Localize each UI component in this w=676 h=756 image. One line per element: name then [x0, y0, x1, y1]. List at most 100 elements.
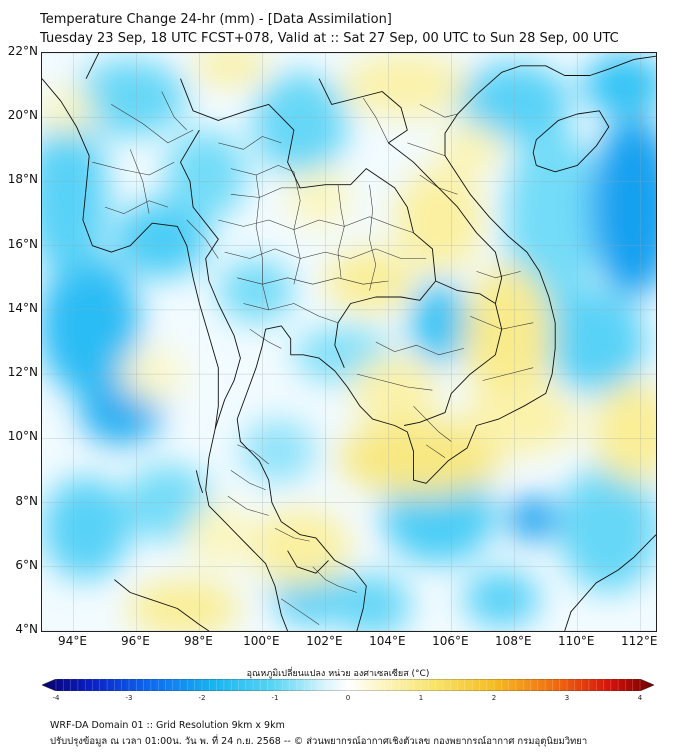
colorbar-tick-label: -4: [52, 694, 60, 702]
province-boundary-16: [312, 566, 357, 593]
province-boundary-15: [274, 527, 310, 542]
province-boundary-9: [255, 174, 269, 310]
field-blob-38: [438, 123, 502, 176]
country-border-1: [318, 78, 503, 426]
lon-tick-label: 94°E: [58, 634, 87, 648]
coastline-3: [564, 534, 656, 631]
province-boundary-31: [104, 200, 168, 214]
field-blob-3: [114, 200, 209, 278]
colorbar-tick-label: 1: [418, 694, 424, 702]
field-blob-10: [504, 123, 600, 317]
field-blob-0: [42, 255, 140, 397]
lat-tick-label: 18°N: [7, 172, 38, 187]
lat-tick-label: 8°N: [15, 493, 38, 508]
coastline-0: [42, 78, 289, 631]
province-boundary-28: [482, 367, 534, 381]
province-boundary-34: [186, 219, 219, 259]
country-border-4: [180, 129, 241, 429]
field-blob-37: [42, 88, 96, 134]
colorbar-tick-label: -2: [198, 694, 206, 702]
field-blob-11: [589, 117, 656, 298]
footer-update-note: ปรับปรุงข้อมูล ณ เวลา 01:00น. วัน พ. ที่…: [50, 736, 588, 747]
field-blob-32: [463, 383, 578, 455]
province-boundary-21: [425, 444, 446, 458]
colorbar-tick-label: -3: [125, 694, 133, 702]
province-boundary-20: [413, 406, 452, 442]
province-boundary-26: [476, 271, 521, 279]
field-blob-30: [350, 354, 439, 426]
field-blob-14: [583, 53, 656, 118]
country-border-0: [180, 78, 437, 368]
field-blob-35: [127, 579, 241, 631]
lon-tick-label: 96°E: [121, 634, 150, 648]
province-boundary-22: [407, 142, 446, 157]
field-blob-24: [193, 53, 269, 86]
coastline-2: [532, 110, 610, 173]
country-border-2: [435, 280, 496, 304]
province-boundary-25: [362, 97, 389, 144]
lat-tick-label: 22°N: [7, 44, 38, 58]
coastline-1: [236, 55, 656, 631]
province-boundary-7: [249, 328, 282, 349]
province-boundary-0: [218, 136, 282, 150]
field-blob-17: [558, 464, 656, 593]
field-blob-26: [287, 168, 351, 227]
lat-tick-label: 14°N: [7, 300, 38, 315]
field-blob-2: [42, 117, 109, 278]
map-panel[interactable]: [41, 52, 657, 632]
country-border-5: [85, 53, 100, 79]
province-boundary-18: [375, 341, 464, 356]
lat-tick-label: 4°N: [15, 622, 38, 636]
lon-tick-label: 100°E: [243, 634, 280, 648]
colorbar-tick-label: 2: [491, 694, 497, 702]
lat-tick-label: 12°N: [7, 365, 38, 380]
field-blob-23: [240, 419, 316, 484]
coastline-4: [114, 579, 210, 631]
field-blob-9: [410, 280, 468, 365]
field-blob-7: [218, 258, 294, 323]
lat-tick-label: 16°N: [7, 236, 38, 251]
province-boundary-29: [111, 104, 194, 144]
province-boundary-10: [337, 184, 345, 278]
province-boundary-17: [281, 598, 320, 625]
lon-tick-label: 104°E: [369, 634, 406, 648]
province-boundary-8: [293, 171, 301, 285]
coastline-5: [195, 470, 204, 494]
lat-tick-label: 6°N: [15, 557, 38, 572]
footer-model-info: WRF-DA Domain 01 :: Grid Resolution 9km …: [50, 720, 285, 731]
colorbar-gradient: [42, 679, 654, 691]
field-blob-34: [249, 508, 351, 587]
chart-title: Temperature Change 24-hr (mm) - [Data As…: [40, 12, 392, 27]
field-blob-22: [463, 569, 540, 628]
province-boundary-3: [218, 216, 414, 234]
country-border-3: [287, 550, 329, 574]
colorbar-title: อุณหภูมิเปลี่ยนแปลง หน่วย องศาเซลเซียส (…: [246, 669, 430, 679]
province-boundary-12: [237, 444, 269, 465]
map-canvas: [42, 53, 656, 631]
colorbar-tick-label: 4: [637, 694, 643, 702]
lon-tick-label: 102°E: [306, 634, 343, 648]
field-blob-5: [164, 130, 247, 220]
colorbar-tick-label: 0: [345, 694, 351, 702]
field-blob-36: [186, 502, 250, 567]
lon-tick-label: 110°E: [558, 634, 595, 648]
colorbar: [42, 679, 654, 691]
field-blob-4: [73, 59, 187, 137]
field-blob-21: [334, 573, 411, 631]
lat-tick-label: 20°N: [7, 108, 38, 123]
lon-tick-label: 98°E: [183, 634, 213, 648]
province-boundary-14: [227, 495, 269, 516]
province-boundary-13: [230, 470, 266, 490]
province-boundary-33: [129, 149, 150, 214]
field-blob-28: [394, 168, 483, 272]
province-boundary-32: [161, 91, 187, 131]
province-boundary-11: [369, 184, 377, 291]
province-boundary-24: [419, 104, 458, 118]
province-boundary-6: [243, 303, 339, 323]
chart-subtitle: Tuesday 23 Sep, 18 UTC FCST+078, Valid a…: [40, 31, 619, 46]
lon-tick-label: 108°E: [495, 634, 532, 648]
field-blob-18: [42, 476, 131, 580]
colorbar-tick-label: -1: [271, 694, 279, 702]
colorbar-tick-label: 3: [564, 694, 570, 702]
province-boundary-30: [92, 161, 175, 176]
